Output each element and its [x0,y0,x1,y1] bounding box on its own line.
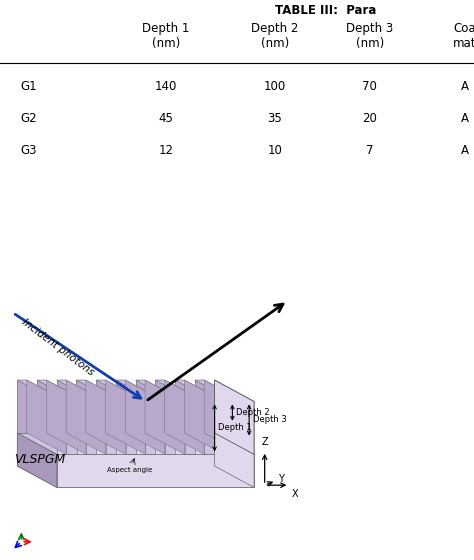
Polygon shape [165,380,204,454]
Text: Y: Y [278,474,284,484]
Text: VLSPGM: VLSPGM [14,452,65,466]
Text: A: A [461,80,468,92]
Polygon shape [234,402,244,454]
Text: 45: 45 [158,112,173,125]
Text: Depth 3: Depth 3 [253,416,287,424]
Polygon shape [214,380,254,454]
Polygon shape [175,380,224,402]
Text: 10: 10 [267,144,283,157]
Polygon shape [76,380,86,433]
Text: Aspect angle: Aspect angle [107,467,152,473]
Polygon shape [184,380,224,454]
Polygon shape [155,380,204,402]
Text: 35: 35 [267,112,283,125]
Polygon shape [145,380,185,454]
Polygon shape [76,380,126,402]
Polygon shape [136,402,145,454]
Polygon shape [155,402,165,454]
Text: 12: 12 [158,144,173,157]
Polygon shape [37,380,46,433]
Text: Z: Z [261,437,268,447]
Text: Depth 3
(nm): Depth 3 (nm) [346,21,393,49]
Polygon shape [116,402,126,454]
Polygon shape [17,433,57,487]
Text: G2: G2 [20,112,37,125]
Text: Coa
mat: Coa mat [453,21,474,49]
Text: 7: 7 [366,144,374,157]
Polygon shape [96,402,106,454]
Polygon shape [195,380,244,402]
Polygon shape [27,380,66,454]
Polygon shape [175,380,184,433]
Polygon shape [17,380,66,402]
Polygon shape [175,402,185,454]
Polygon shape [195,402,204,454]
Polygon shape [195,380,204,433]
Polygon shape [106,380,145,454]
Polygon shape [125,380,165,454]
Polygon shape [215,402,224,454]
Text: A: A [461,144,468,157]
Polygon shape [46,380,86,454]
Text: 140: 140 [155,80,177,92]
Text: G3: G3 [20,144,36,157]
Polygon shape [214,433,254,487]
Polygon shape [37,380,86,402]
Text: Depth 2: Depth 2 [236,408,270,417]
Polygon shape [77,402,86,454]
Text: G1: G1 [20,80,37,92]
Polygon shape [17,433,254,454]
Polygon shape [116,380,125,433]
Polygon shape [96,380,145,402]
Text: Depth 1
(nm): Depth 1 (nm) [142,21,190,49]
Polygon shape [57,380,106,402]
Polygon shape [57,380,66,433]
Polygon shape [136,380,145,433]
Text: Depth 1: Depth 1 [219,423,252,432]
Polygon shape [86,380,126,454]
Text: A: A [461,112,468,125]
Polygon shape [17,433,214,466]
Polygon shape [57,454,254,487]
Text: 70: 70 [362,80,377,92]
Polygon shape [17,466,254,487]
Polygon shape [155,380,165,433]
Text: Incident photons: Incident photons [20,317,96,377]
Polygon shape [204,380,244,454]
Text: 20: 20 [362,112,377,125]
Polygon shape [96,380,106,433]
Polygon shape [66,380,106,454]
Text: TABLE III:  Para: TABLE III: Para [275,3,376,17]
Polygon shape [116,380,165,402]
Text: 100: 100 [264,80,286,92]
Text: X: X [292,489,298,499]
Polygon shape [17,380,27,433]
Polygon shape [136,380,185,402]
Polygon shape [57,402,66,454]
Polygon shape [214,380,254,487]
Text: Depth 2
(nm): Depth 2 (nm) [251,21,299,49]
